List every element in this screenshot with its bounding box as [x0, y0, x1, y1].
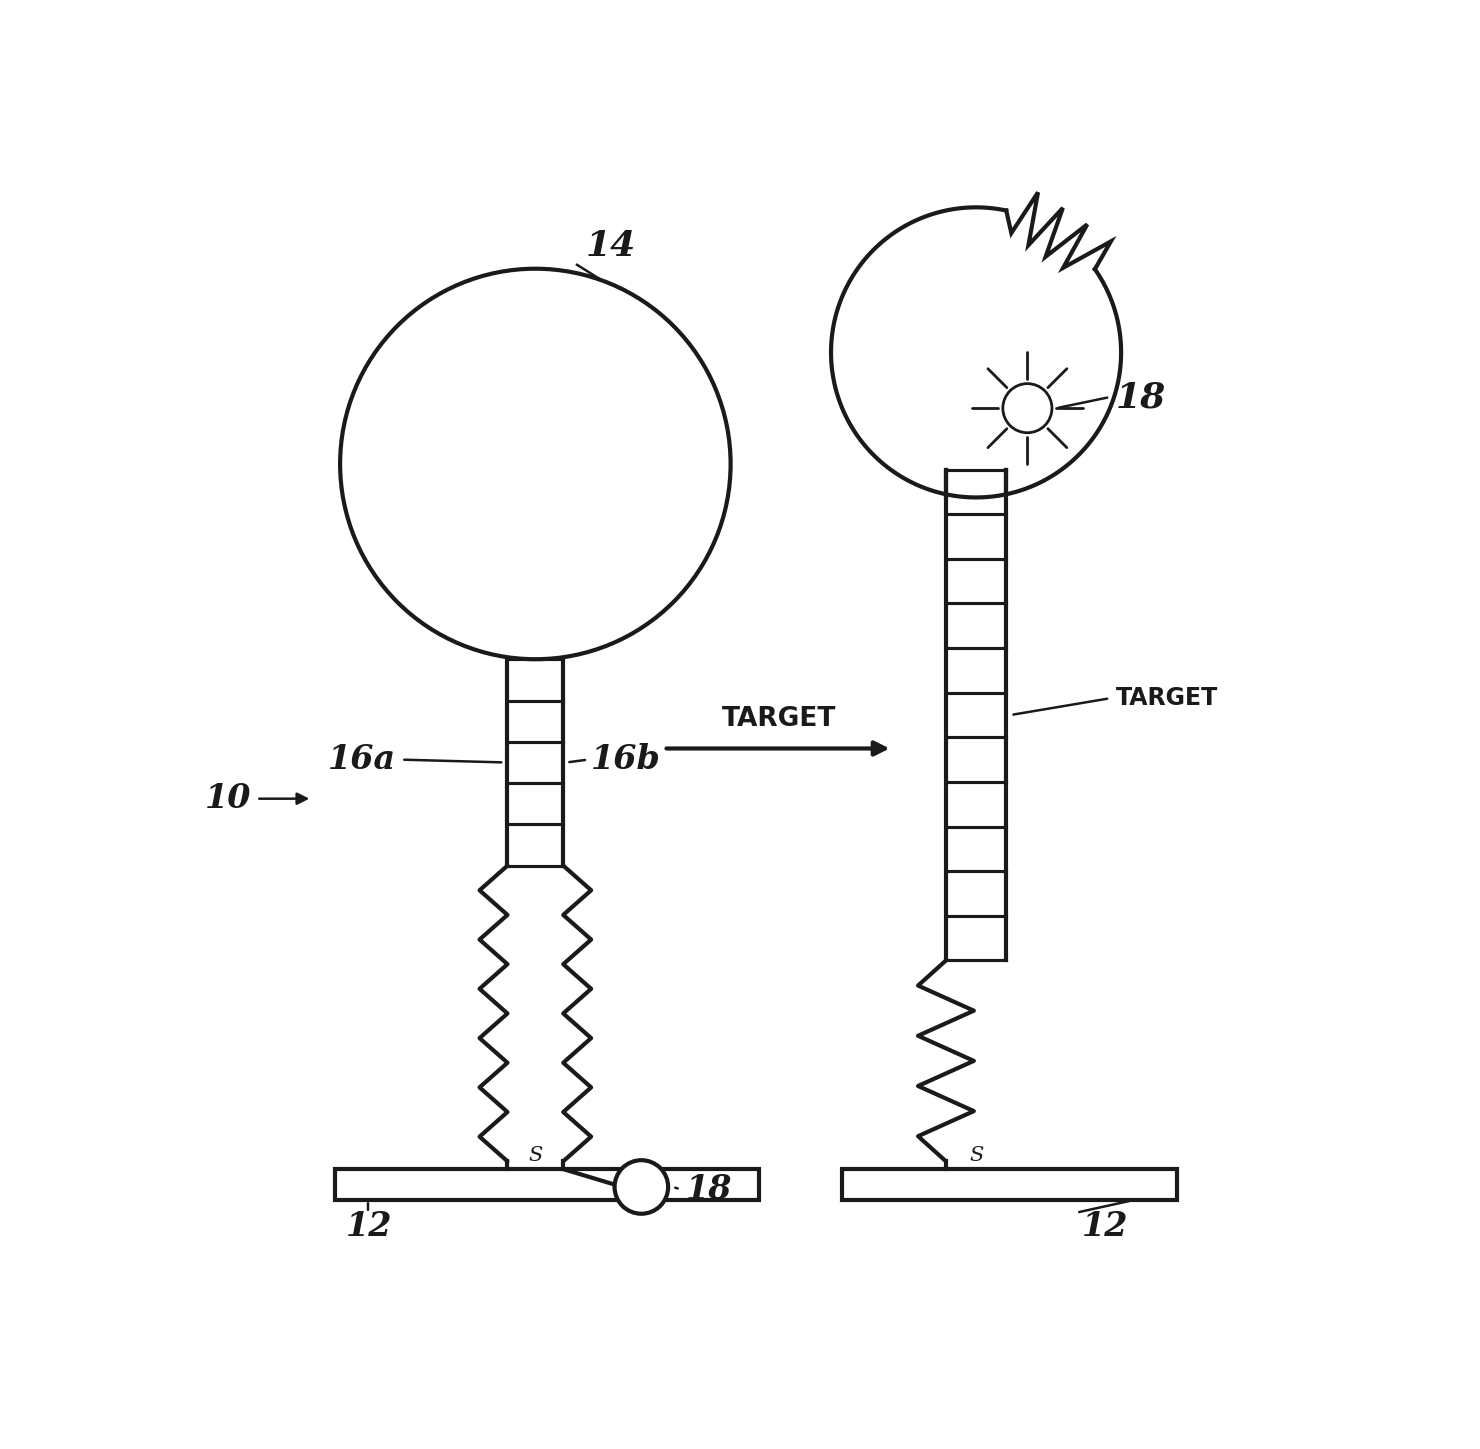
Text: 12: 12 — [1082, 1210, 1129, 1242]
Text: S: S — [969, 1146, 983, 1165]
Text: S: S — [528, 1146, 543, 1165]
Text: 10: 10 — [204, 782, 250, 816]
Text: 18: 18 — [1116, 380, 1166, 414]
Text: 18: 18 — [685, 1172, 733, 1206]
Bar — [334, 1169, 759, 1200]
Circle shape — [1003, 384, 1052, 433]
Text: 16b: 16b — [591, 743, 662, 777]
Text: 16a: 16a — [327, 743, 395, 777]
Text: 12: 12 — [346, 1210, 392, 1242]
Circle shape — [614, 1161, 667, 1214]
Text: TARGET: TARGET — [721, 706, 836, 732]
Bar — [842, 1169, 1177, 1200]
Text: TARGET: TARGET — [1116, 687, 1218, 710]
Text: 14: 14 — [586, 229, 636, 264]
